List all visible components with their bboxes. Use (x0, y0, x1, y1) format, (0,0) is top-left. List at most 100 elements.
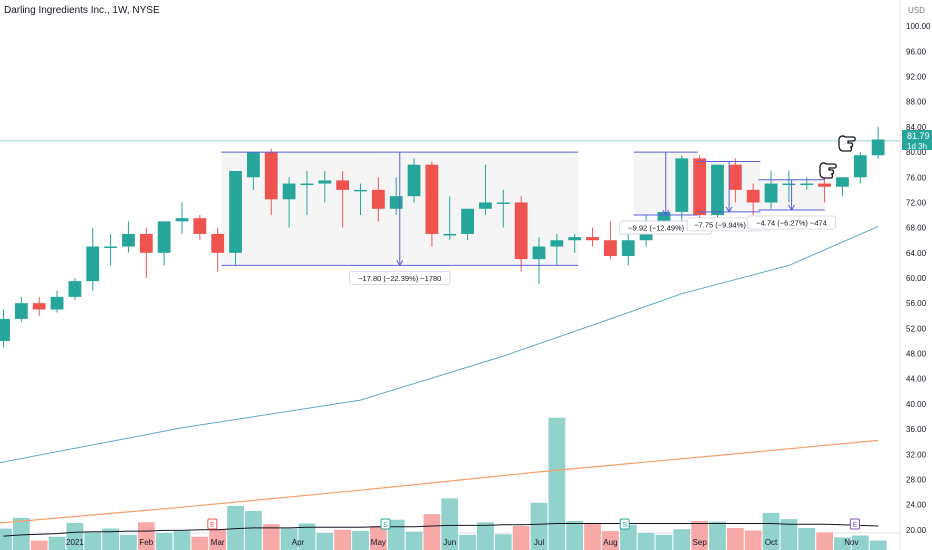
volume-bar (602, 531, 619, 550)
volume-bar (405, 531, 423, 550)
volume-bar (173, 531, 191, 550)
x-tick-label: Aug (603, 538, 617, 547)
event-marker (207, 518, 218, 530)
event-marker (849, 518, 860, 530)
volume-bar (691, 521, 709, 550)
candle-body (336, 180, 350, 190)
y-tick-label: 100.00 (906, 22, 931, 31)
candle-body (443, 233, 457, 236)
candle-body (711, 164, 724, 216)
volume-bar (84, 532, 102, 550)
y-tick-label: 88.00 (906, 98, 927, 107)
x-tick-label: Feb (139, 538, 153, 547)
volume-bar (155, 532, 173, 550)
volume-bar (262, 524, 280, 550)
candle-body (586, 237, 599, 241)
volume-bar (280, 528, 298, 550)
candle-body (50, 296, 64, 310)
candle-body (282, 183, 296, 200)
volume-bar (494, 534, 512, 550)
candle-body (14, 303, 28, 319)
y-tick-label: 52.00 (906, 324, 927, 333)
candle-body (746, 189, 760, 203)
volume-bar (798, 527, 816, 550)
event-marker (380, 518, 391, 530)
hand-shape (838, 135, 856, 152)
volume-bar (387, 519, 405, 550)
candle-body (728, 164, 742, 190)
volume-bar (512, 526, 530, 550)
candle-body (122, 233, 135, 247)
volume-bar (780, 519, 798, 550)
x-tick-label: Jun (443, 538, 456, 547)
volume-bar (30, 540, 48, 550)
x-tick-label: Jul (534, 538, 544, 547)
volume-bar (477, 522, 494, 550)
y-tick-label: 48.00 (906, 350, 927, 359)
y-tick-label: 36.00 (906, 425, 927, 434)
volume-bar (548, 417, 566, 550)
candle-body (461, 208, 474, 234)
hand-shape (819, 162, 837, 179)
bar-countdown: 1d 3h (907, 142, 928, 151)
volume-bar (441, 498, 459, 550)
volume-bar (619, 524, 637, 550)
volume-bar (584, 522, 601, 550)
volume-bar (191, 536, 209, 550)
x-tick-label: Oct (765, 538, 778, 547)
candle-body (318, 180, 332, 184)
volume-bar (245, 510, 262, 550)
candle-body (264, 152, 278, 200)
y-tick-label: 56.00 (906, 299, 927, 308)
hand-pointer-icon (819, 162, 837, 179)
candle-body (496, 202, 510, 204)
candle-body (389, 196, 403, 209)
volume-bar (566, 521, 584, 550)
volume-bar (726, 527, 744, 550)
volume-bar (12, 517, 30, 550)
volume-bar (459, 534, 476, 550)
candle-body (407, 164, 421, 197)
measure-label: −9.92 (−12.49%) −992 (628, 224, 703, 233)
event-glyph: E (210, 522, 215, 529)
y-tick-label: 72.00 (906, 198, 927, 207)
hand-cursors (819, 135, 856, 179)
candle-body (782, 183, 796, 186)
volume-bar (227, 505, 244, 550)
volume-bars (0, 417, 887, 550)
candle-body (211, 233, 225, 253)
y-tick-label: 84.00 (906, 123, 927, 132)
candle-body (693, 158, 707, 216)
candle-body (247, 152, 260, 178)
last-price-tag: 81.79 1d 3h (902, 130, 932, 151)
measure-label-box (747, 215, 836, 230)
y-tick-label: 28.00 (906, 475, 927, 484)
candle-body (175, 218, 189, 222)
event-glyph: S (383, 522, 388, 529)
candle-body (836, 177, 849, 187)
y-tick-label: 92.00 (906, 73, 927, 82)
measure-tools: −17.80 (−22.39%) −1780 −9.92 (−12.49%) −9… (221, 151, 836, 285)
volume-bar (298, 523, 316, 550)
ma-fast-line (0, 225, 879, 464)
candle-body (300, 183, 314, 186)
candle-body (764, 183, 778, 203)
y-tick-label: 40.00 (906, 400, 927, 409)
volume-bar (851, 535, 869, 550)
volume-bar (673, 529, 691, 550)
y-tick-label: 24.00 (906, 501, 927, 510)
candle-body (818, 183, 831, 187)
ma-slow-line (0, 439, 879, 524)
candle-body (425, 164, 439, 234)
volume-bar (120, 534, 137, 550)
y-tick-label: 20.00 (906, 526, 927, 535)
candle-body (675, 158, 689, 212)
volume-bar (209, 529, 227, 550)
candle-body (604, 240, 617, 256)
chart-title: Darling Ingredients Inc., 1W, NYSE (4, 5, 160, 16)
volume-bar (352, 531, 369, 550)
candle-body (871, 139, 885, 156)
candle-body (514, 202, 528, 260)
last-price-value: 81.79 (907, 131, 930, 141)
